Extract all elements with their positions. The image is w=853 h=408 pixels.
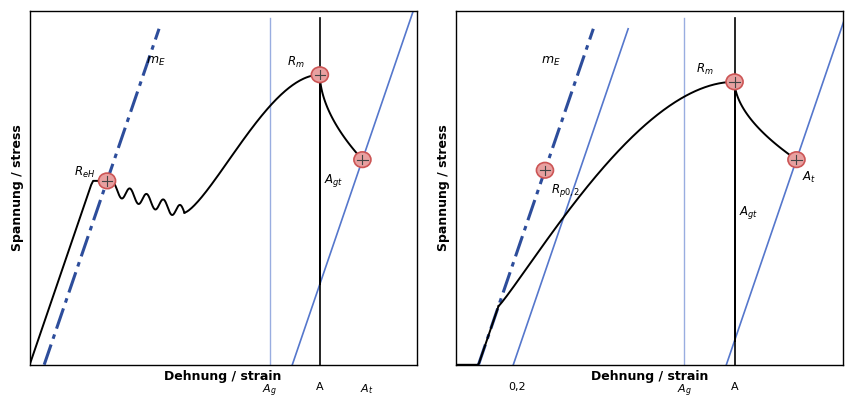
Circle shape [353, 152, 370, 167]
Text: $R_m$: $R_m$ [287, 55, 305, 70]
Text: $A_g$: $A_g$ [676, 382, 691, 399]
Text: $m_E$: $m_E$ [146, 55, 165, 68]
Text: A: A [316, 382, 323, 392]
Text: $R_{eH}$: $R_{eH}$ [74, 164, 96, 180]
X-axis label: Dehnung / strain: Dehnung / strain [165, 370, 281, 384]
X-axis label: Dehnung / strain: Dehnung / strain [590, 370, 707, 384]
Text: 0,2: 0,2 [508, 382, 525, 392]
Y-axis label: Spannung / stress: Spannung / stress [437, 124, 450, 251]
Text: $A_g$: $A_g$ [262, 382, 276, 399]
Text: $A_t$: $A_t$ [801, 170, 815, 185]
Text: $A_{gt}$: $A_{gt}$ [739, 204, 757, 221]
Circle shape [98, 173, 115, 188]
Text: A: A [730, 382, 738, 392]
Text: $R_m$: $R_m$ [695, 62, 712, 77]
Text: $A_{gt}$: $A_{gt}$ [324, 172, 344, 189]
Circle shape [725, 74, 742, 90]
Text: $A_t$: $A_t$ [359, 382, 373, 396]
Circle shape [536, 162, 553, 178]
Text: $m_E$: $m_E$ [541, 55, 560, 68]
Circle shape [311, 67, 328, 82]
Y-axis label: Spannung / stress: Spannung / stress [11, 124, 24, 251]
Text: $R_{p0,2}$: $R_{p0,2}$ [550, 182, 579, 200]
Circle shape [787, 152, 804, 167]
